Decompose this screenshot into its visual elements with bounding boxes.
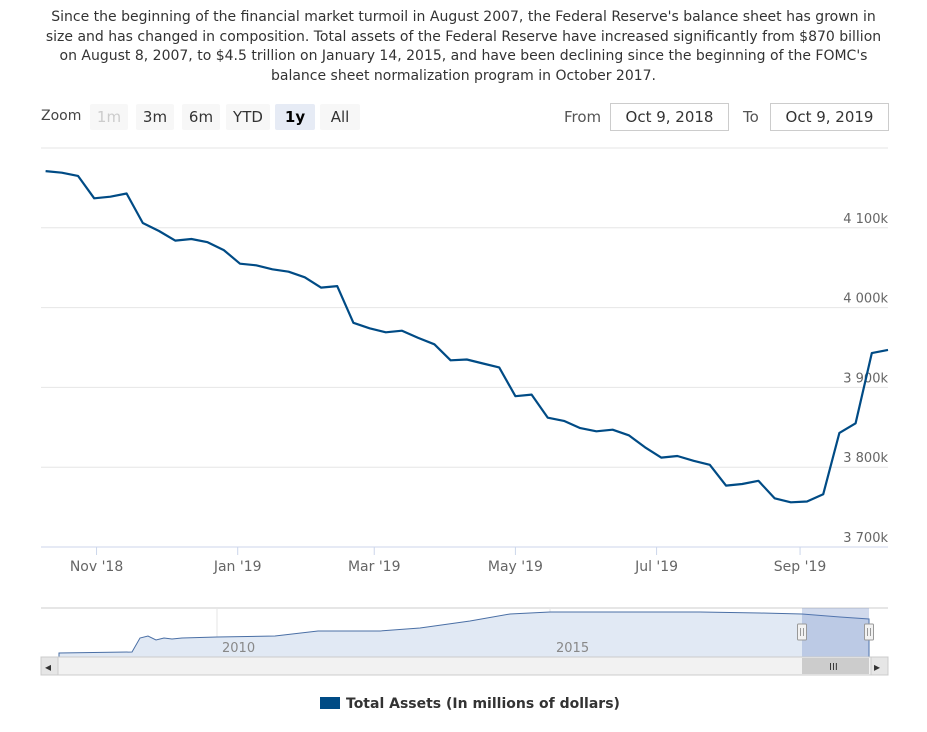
zoom-1y-button[interactable]: 1y: [275, 104, 315, 130]
zoom-6m-button[interactable]: 6m: [182, 104, 220, 130]
navigator-year-2010: 2010: [222, 641, 255, 656]
y-tick-label: 4 000k: [843, 292, 888, 307]
y-tick-label: 3 700k: [843, 531, 888, 546]
zoom-all-button[interactable]: All: [320, 104, 360, 130]
range-from-label: From: [564, 108, 602, 126]
legend-item-total-assets[interactable]: Total Assets (In millions of dollars): [320, 696, 620, 712]
navigator-handle-right[interactable]: [864, 623, 874, 641]
gridlines: [41, 147, 888, 548]
zoom-1m-button[interactable]: 1m: [90, 104, 128, 130]
scroll-right-arrow-icon: ▸: [874, 660, 880, 674]
x-tick-label: Mar '19: [348, 559, 401, 575]
range-from-input[interactable]: Oct 9, 2018: [610, 103, 729, 131]
range-to-label: To: [743, 108, 759, 126]
legend-swatch: [320, 697, 340, 709]
navigator-year-2015: 2015: [556, 641, 589, 656]
y-tick-label: 4 100k: [843, 212, 888, 227]
x-axis: Nov '18 Jan '19 Mar '19 May '19 Jul '19 Sep '…: [41, 546, 888, 575]
x-tick-label: Sep '19: [774, 559, 827, 575]
series-line-total-assets: [45, 170, 889, 504]
navigator[interactable]: 2010 2015: [41, 607, 888, 658]
x-tick-label: Jul '19: [634, 559, 678, 575]
x-tick-label: Nov '18: [70, 559, 123, 575]
navigator-series-area: [58, 611, 870, 658]
navigator-handle-left[interactable]: [797, 623, 807, 641]
range-to-input[interactable]: Oct 9, 2019: [770, 103, 889, 131]
chart-caption: Since the beginning of the financial mar…: [45, 9, 882, 84]
scroll-left-arrow-icon: ◂: [45, 660, 51, 674]
y-tick-label: 3 800k: [843, 451, 888, 466]
scrollbar-thumb: [802, 658, 869, 674]
x-tick-label: May '19: [488, 559, 543, 575]
zoom-ytd-button[interactable]: YTD: [226, 104, 270, 130]
scrollbar[interactable]: ◂ III ▸: [40, 656, 889, 676]
navigator-selection-mask: [802, 608, 869, 657]
x-tick-label: Jan '19: [213, 559, 262, 575]
zoom-label: Zoom: [41, 108, 82, 124]
scrollbar-track: [40, 656, 889, 676]
scroll-right-button: [870, 656, 889, 676]
scrollbar-grip-icon: III: [829, 662, 838, 673]
legend-label: Total Assets (In millions of dollars): [346, 696, 620, 712]
scroll-left-button: [40, 656, 59, 676]
zoom-3m-button[interactable]: 3m: [136, 104, 174, 130]
